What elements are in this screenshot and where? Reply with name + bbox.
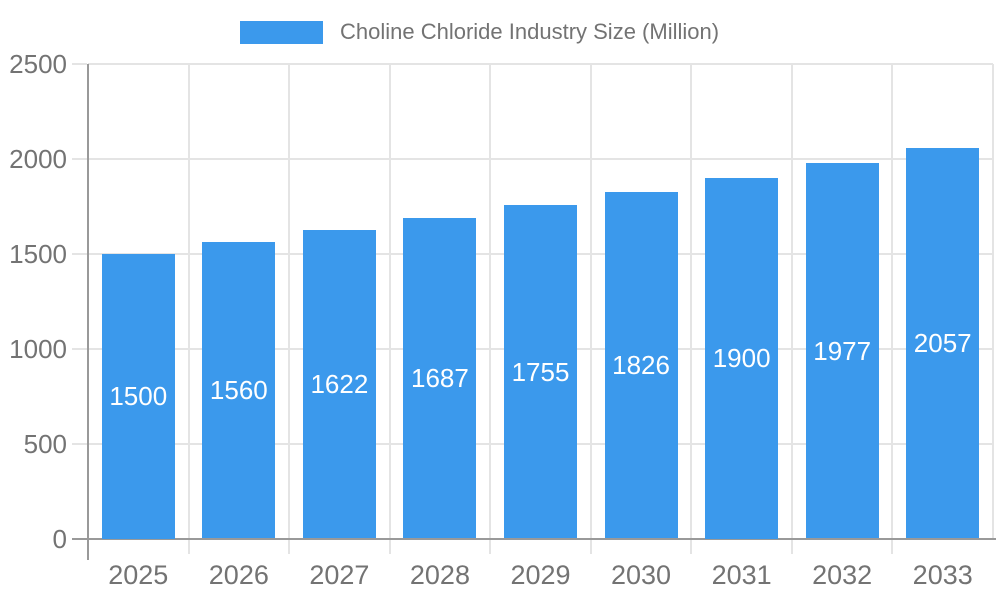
- y-gridline: [88, 62, 993, 65]
- y-tick: [72, 537, 87, 540]
- x-gridline: [187, 63, 190, 539]
- bar-value-label: 1977: [813, 335, 872, 366]
- x-tick: [690, 538, 693, 554]
- bar-2028[interactable]: [403, 217, 477, 539]
- x-axis-label: 2031: [711, 560, 772, 590]
- y-tick: [72, 157, 87, 160]
- x-gridline: [690, 63, 693, 539]
- y-axis-label: 1500: [9, 238, 67, 269]
- x-gridline: [891, 63, 894, 539]
- bar-2029[interactable]: [504, 205, 577, 539]
- x-gridline: [790, 63, 793, 539]
- x-tick: [388, 538, 391, 554]
- bar-2031[interactable]: [705, 177, 779, 539]
- x-axis-label: 2033: [912, 560, 973, 590]
- bar-value-label: 1500: [109, 381, 168, 411]
- bar-value-label: 2057: [913, 328, 972, 359]
- bar-value-label: 1560: [209, 375, 268, 406]
- x-gridline: [992, 63, 994, 539]
- y-axis-label: 500: [23, 428, 67, 459]
- x-axis-label: 2028: [409, 560, 470, 590]
- bar-value-label: 1900: [712, 343, 771, 373]
- x-tick: [187, 538, 190, 554]
- y-axis-label: 2000: [9, 143, 67, 174]
- x-tick: [790, 538, 793, 554]
- bar-2026[interactable]: [202, 242, 276, 539]
- x-tick: [489, 538, 492, 554]
- chart-legend[interactable]: Choline Chloride Industry Size (Million): [240, 19, 719, 45]
- x-tick: [288, 538, 291, 554]
- bar-value-label: 1755: [511, 356, 570, 387]
- legend-label: Choline Chloride Industry Size (Million): [340, 19, 720, 44]
- x-gridline: [589, 63, 592, 539]
- x-axis-line: [87, 537, 996, 540]
- x-gridline: [288, 63, 291, 539]
- bar-2033[interactable]: [906, 147, 980, 539]
- y-axis-line: [86, 63, 89, 560]
- y-axis-label: 2500: [9, 48, 67, 79]
- x-axis-label: 2026: [208, 560, 269, 590]
- x-tick: [891, 538, 894, 554]
- bar-value-label: 1622: [310, 369, 369, 400]
- x-axis-label: 2030: [611, 560, 672, 590]
- x-gridline: [388, 63, 391, 539]
- legend-swatch-icon: [240, 20, 323, 44]
- bar-2030[interactable]: [604, 191, 678, 539]
- x-tick: [589, 538, 592, 554]
- y-gridline: [88, 157, 993, 160]
- x-axis-label: 2029: [510, 560, 571, 590]
- x-axis-label: 2027: [309, 560, 370, 590]
- x-gridline: [489, 63, 492, 539]
- y-tick: [72, 347, 87, 350]
- bar-2027[interactable]: [302, 230, 376, 539]
- x-axis-label: 2032: [812, 560, 873, 590]
- bar-value-label: 1687: [411, 363, 469, 394]
- bar-2025[interactable]: [101, 253, 175, 539]
- y-tick: [72, 442, 87, 445]
- bar-value-label: 1826: [612, 350, 670, 381]
- y-tick: [72, 252, 87, 255]
- bar-2032[interactable]: [805, 162, 879, 539]
- y-tick: [72, 62, 87, 65]
- y-axis-label: 0: [52, 523, 67, 554]
- x-axis-label: 2025: [108, 560, 169, 590]
- y-axis-label: 1000: [9, 333, 67, 364]
